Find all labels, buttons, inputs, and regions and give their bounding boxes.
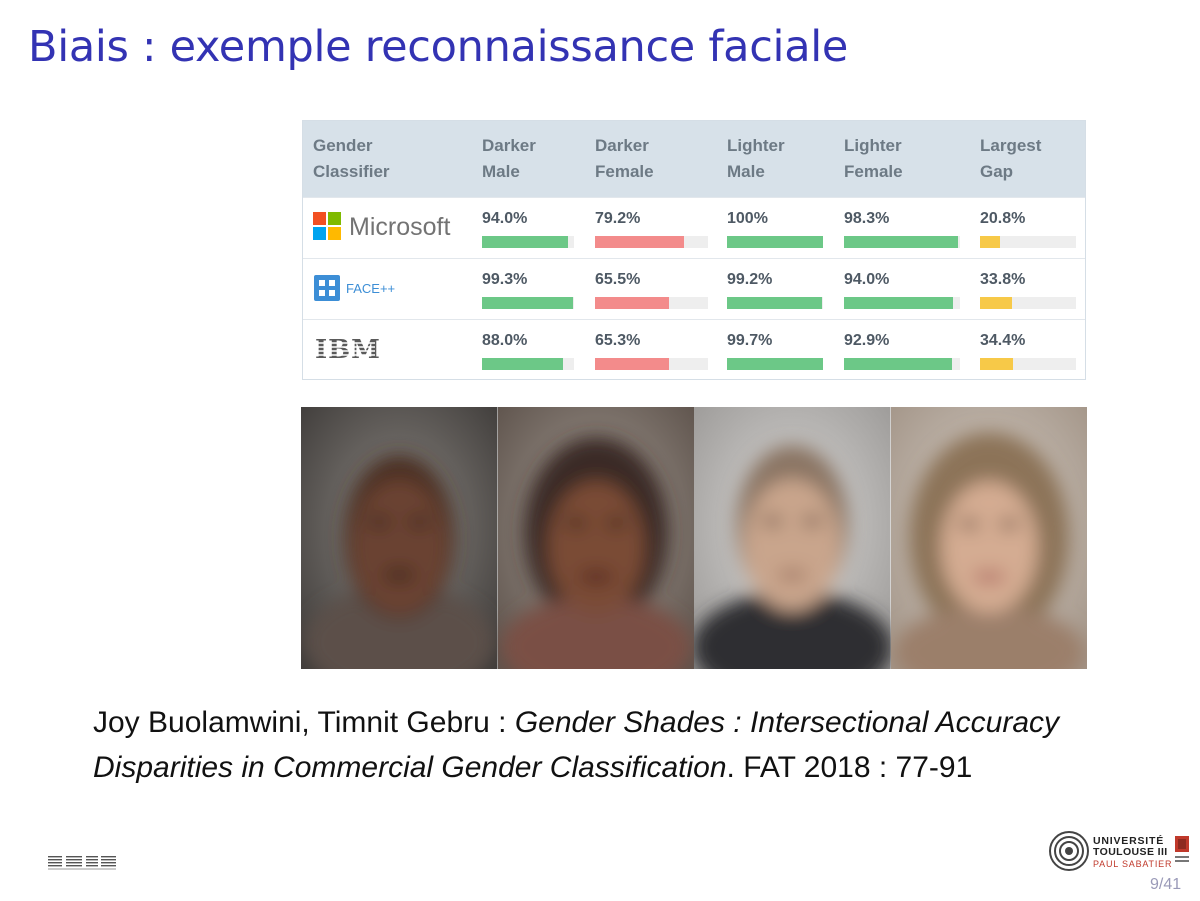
bar-fill (595, 236, 685, 248)
bar-track (980, 358, 1076, 370)
bar-fill (727, 297, 823, 309)
header-largest-gap: Largest Gap (980, 136, 1042, 181)
citation: Joy Buolamwini, Timnit Gebru : Gender Sh… (93, 700, 1123, 790)
bar-track (844, 236, 960, 248)
irit-logo (48, 855, 116, 876)
svg-text:PAUL SABATIER: PAUL SABATIER (1093, 859, 1172, 869)
microsoft-logo: Microsoft (313, 208, 463, 249)
header-darker-male: Darker Male (482, 136, 536, 181)
value-text: 79.2% (595, 210, 641, 227)
value-text: 34.4% (980, 332, 1026, 349)
value-text: 33.8% (980, 271, 1026, 288)
value-cell: 88.0% (482, 332, 574, 370)
bar-track (727, 297, 823, 309)
svg-text:TOULOUSE III: TOULOUSE III (1093, 846, 1168, 858)
value-cell: 34.4% (980, 332, 1076, 370)
bar-fill (482, 236, 569, 248)
value-cell: 98.3% (844, 210, 960, 248)
header-gender-classifier: Gender Classifier (313, 136, 390, 181)
value-cell: 99.7% (727, 332, 823, 370)
bar-fill (844, 297, 954, 309)
value-cell: 65.5% (595, 271, 708, 309)
header-lighter-female: Lighter Female (844, 136, 903, 181)
results-table: Gender Classifier Darker Male Darker Fem… (302, 120, 1086, 380)
bar-fill (595, 358, 669, 370)
value-text: 100% (727, 210, 768, 227)
value-cell: 33.8% (980, 271, 1076, 309)
value-text: 65.5% (595, 271, 641, 288)
value-text: 20.8% (980, 210, 1026, 227)
header-darker-female: Darker Female (595, 136, 654, 181)
value-cell: 99.3% (482, 271, 574, 309)
university-logo: UNIVERSITÉ TOULOUSE III PAUL SABATIER (1049, 830, 1194, 879)
value-text: 92.9% (844, 332, 890, 349)
svg-text:IBM: IBM (315, 335, 381, 364)
value-text: 99.3% (482, 271, 528, 288)
bar-track (482, 236, 574, 248)
table-header: Gender Classifier Darker Male Darker Fem… (303, 121, 1085, 197)
faceplusplus-logo: FACE++ (313, 273, 413, 308)
value-cell: 94.0% (482, 210, 574, 248)
ibm-logo: IBM (315, 334, 385, 369)
bar-track (482, 297, 574, 309)
bar-track (980, 236, 1076, 248)
value-text: 98.3% (844, 210, 890, 227)
slide-title: Biais : exemple reconnaissance faciale (28, 22, 849, 72)
value-cell: 92.9% (844, 332, 960, 370)
value-text: 65.3% (595, 332, 641, 349)
table-row: FACE++ 99.3% 65.5% 99.2% 94.0% 33.8% (303, 258, 1085, 320)
value-cell: 65.3% (595, 332, 708, 370)
citation-title: Gender Shades : Intersectional Accuracy … (93, 706, 1060, 784)
bar-track (980, 297, 1076, 309)
svg-text:FACE++: FACE++ (346, 281, 395, 296)
bar-track (595, 297, 708, 309)
lighter-male-face-image (694, 407, 891, 669)
svg-text:UNIVERSITÉ: UNIVERSITÉ (1093, 834, 1164, 847)
bar-track (727, 358, 823, 370)
bar-fill (980, 297, 1013, 309)
bar-fill (844, 358, 952, 370)
bar-fill (844, 236, 959, 248)
average-faces (301, 407, 1087, 669)
value-text: 88.0% (482, 332, 528, 349)
value-cell: 79.2% (595, 210, 708, 248)
citation-venue: . FAT 2018 : 77-91 (726, 751, 973, 784)
bar-track (595, 236, 708, 248)
bar-fill (980, 358, 1014, 370)
bar-fill (727, 236, 823, 248)
svg-text:Microsoft: Microsoft (349, 213, 450, 241)
bar-track (482, 358, 574, 370)
value-text: 99.7% (727, 332, 773, 349)
header-lighter-male: Lighter Male (727, 136, 785, 181)
bar-track (844, 297, 960, 309)
value-text: 94.0% (844, 271, 890, 288)
value-text: 94.0% (482, 210, 528, 227)
darker-male-face-image (301, 407, 498, 669)
lighter-female-face-image (890, 407, 1087, 669)
darker-female-face-image (497, 407, 694, 669)
value-cell: 20.8% (980, 210, 1076, 248)
value-text: 99.2% (727, 271, 773, 288)
table-row: IBM 88.0% 65.3% 99.7% 92.9% 34.4% (303, 319, 1085, 381)
citation-authors: Joy Buolamwini, Timnit Gebru : (93, 706, 515, 739)
bar-track (844, 358, 960, 370)
page-number: 9/41 (1150, 876, 1182, 893)
table-row: Microsoft 94.0% 79.2% 100% 98.3% 20.8% (303, 197, 1085, 259)
value-cell: 100% (727, 210, 823, 248)
bar-fill (727, 358, 823, 370)
bar-track (595, 358, 708, 370)
value-cell: 99.2% (727, 271, 823, 309)
value-cell: 94.0% (844, 271, 960, 309)
bar-fill (595, 297, 669, 309)
bar-track (727, 236, 823, 248)
bar-fill (980, 236, 1000, 248)
bar-fill (482, 358, 563, 370)
bar-fill (482, 297, 574, 309)
